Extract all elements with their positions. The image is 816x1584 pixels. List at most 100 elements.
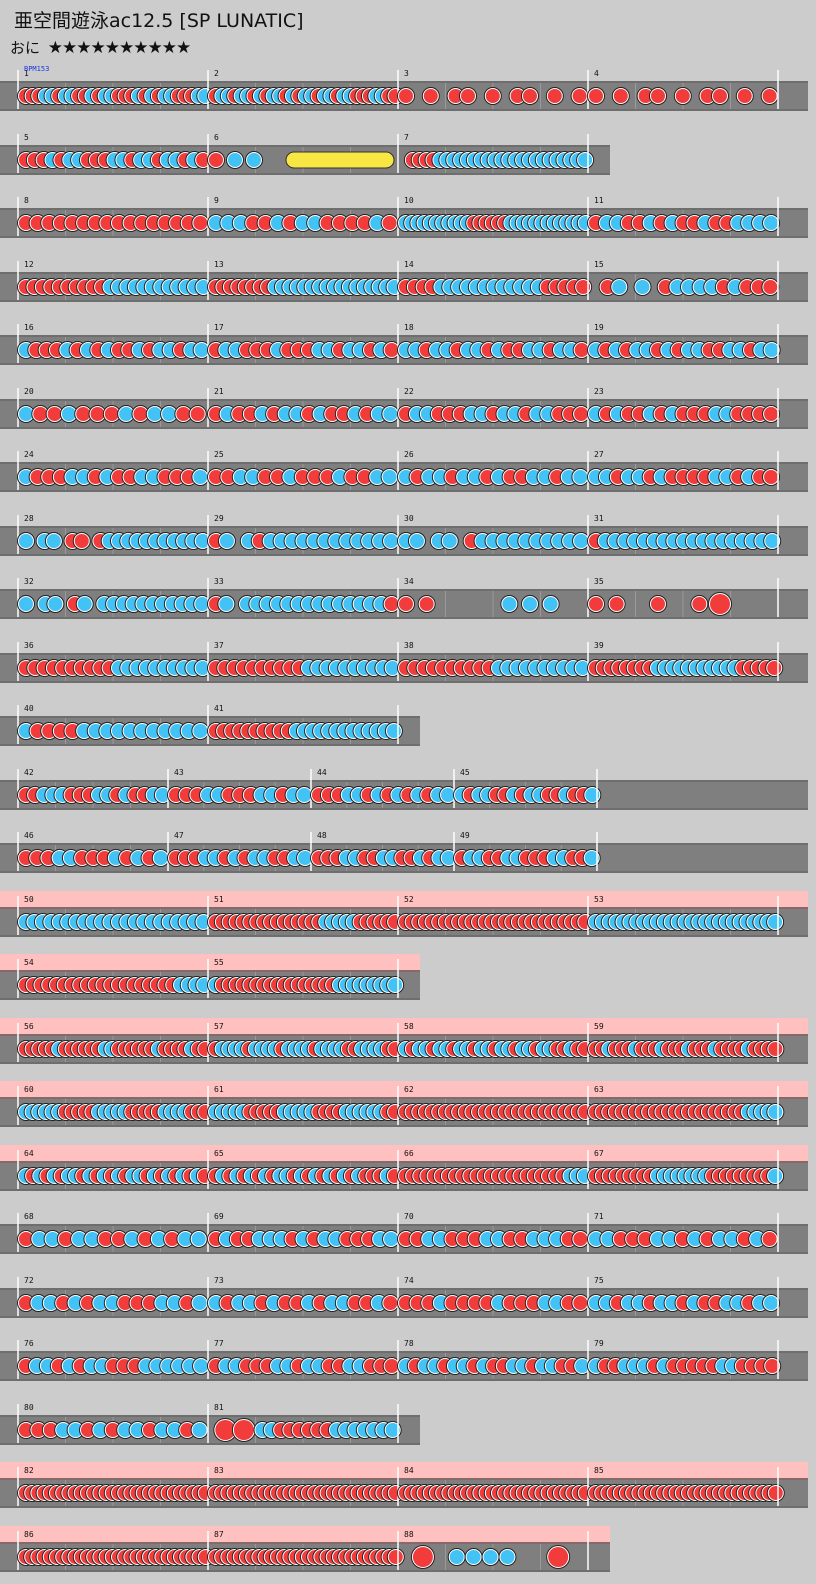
ka-note [441, 788, 456, 802]
don-note [74, 534, 89, 548]
don-note [573, 1296, 588, 1310]
drumroll-note [285, 151, 395, 169]
ka-note [574, 534, 589, 548]
measure-number: 42 [24, 768, 34, 777]
ka-note [502, 597, 517, 611]
measure-number: 4 [594, 69, 599, 78]
don-note [221, 470, 236, 484]
don-note [258, 470, 273, 484]
measure-number: 52 [404, 895, 414, 904]
measure-number: 82 [24, 1466, 34, 1475]
measure-number: 49 [460, 831, 470, 840]
ka-note [246, 470, 261, 484]
measure-number: 45 [460, 768, 470, 777]
ka-note [449, 1550, 464, 1564]
gogo-band [0, 954, 420, 972]
measure-number: 57 [214, 1022, 224, 1031]
measure-number: 56 [24, 1022, 34, 1031]
measure-number: 77 [214, 1339, 224, 1348]
ka-note [195, 597, 210, 611]
ka-note [247, 153, 261, 167]
measure-number: 28 [24, 514, 34, 523]
ka-note [384, 534, 399, 548]
ka-note [333, 470, 347, 484]
measure-number: 32 [24, 577, 34, 586]
ka-note [382, 470, 397, 484]
ka-note [523, 597, 537, 611]
ka-note [233, 216, 248, 230]
measure-number: 36 [24, 641, 34, 650]
gogo-band [0, 1526, 610, 1544]
ka-note [219, 597, 234, 611]
ka-note [61, 407, 76, 421]
don-note [423, 89, 438, 103]
don-note [574, 343, 589, 357]
measure-number: 67 [594, 1149, 604, 1158]
measure-number: 51 [214, 895, 224, 904]
measure-number: 88 [404, 1530, 414, 1539]
measure-number: 15 [594, 260, 604, 269]
don-note [388, 1550, 403, 1564]
ka-note [228, 153, 242, 167]
measure-number: 53 [594, 895, 604, 904]
ka-note [297, 788, 312, 802]
measure-number: 27 [594, 450, 604, 459]
bpm-label: BPM153 [24, 65, 49, 73]
ka-note [764, 343, 779, 357]
don-note [548, 1547, 569, 1567]
ka-note [543, 597, 558, 611]
don-note [345, 470, 360, 484]
ka-note [295, 216, 310, 230]
don-note [737, 89, 752, 103]
don-note [609, 597, 624, 611]
measure-number: 81 [214, 1403, 224, 1412]
don-note [412, 1547, 433, 1567]
don-note [523, 89, 537, 103]
measure-number: 29 [214, 514, 224, 523]
don-note [357, 216, 372, 230]
measure-number: 71 [594, 1212, 604, 1221]
don-note [258, 216, 273, 230]
ka-note [765, 534, 780, 548]
ka-note [147, 407, 162, 421]
ka-note [370, 470, 385, 484]
measure-number: 39 [594, 641, 604, 650]
don-note [333, 216, 347, 230]
don-note [283, 216, 298, 230]
measure-number: 80 [24, 1403, 34, 1412]
measure-number: 11 [594, 196, 604, 205]
ka-note [19, 534, 33, 548]
measure-number: 3 [404, 69, 409, 78]
don-note [651, 597, 665, 611]
measure-number: 62 [404, 1085, 414, 1094]
ka-note [308, 216, 323, 230]
measure-number: 9 [214, 196, 219, 205]
measure-number: 10 [404, 196, 414, 205]
don-note [384, 343, 399, 357]
ka-note [194, 343, 209, 357]
don-note [190, 407, 205, 421]
ka-note [768, 1105, 783, 1119]
measure-number: 2 [214, 69, 219, 78]
don-note [576, 280, 591, 294]
measure-number: 59 [594, 1022, 604, 1031]
measure-number: 19 [594, 323, 604, 332]
ka-note [483, 1550, 498, 1564]
don-note [90, 407, 105, 421]
ka-note [209, 216, 223, 230]
measure-number: 75 [594, 1276, 604, 1285]
measure-number: 18 [404, 323, 414, 332]
measure-number: 46 [24, 831, 34, 840]
ka-note [764, 216, 779, 230]
ka-note [370, 216, 385, 230]
measure-number: 76 [24, 1339, 34, 1348]
measure-number: 14 [404, 260, 414, 269]
don-note [104, 407, 119, 421]
measure-number: 6 [214, 133, 219, 142]
measure-number: 64 [24, 1149, 34, 1158]
don-note [638, 89, 653, 103]
ka-note [192, 1296, 207, 1310]
ka-note [19, 407, 33, 421]
measure-number: 43 [174, 768, 184, 777]
measure-number: 21 [214, 387, 224, 396]
